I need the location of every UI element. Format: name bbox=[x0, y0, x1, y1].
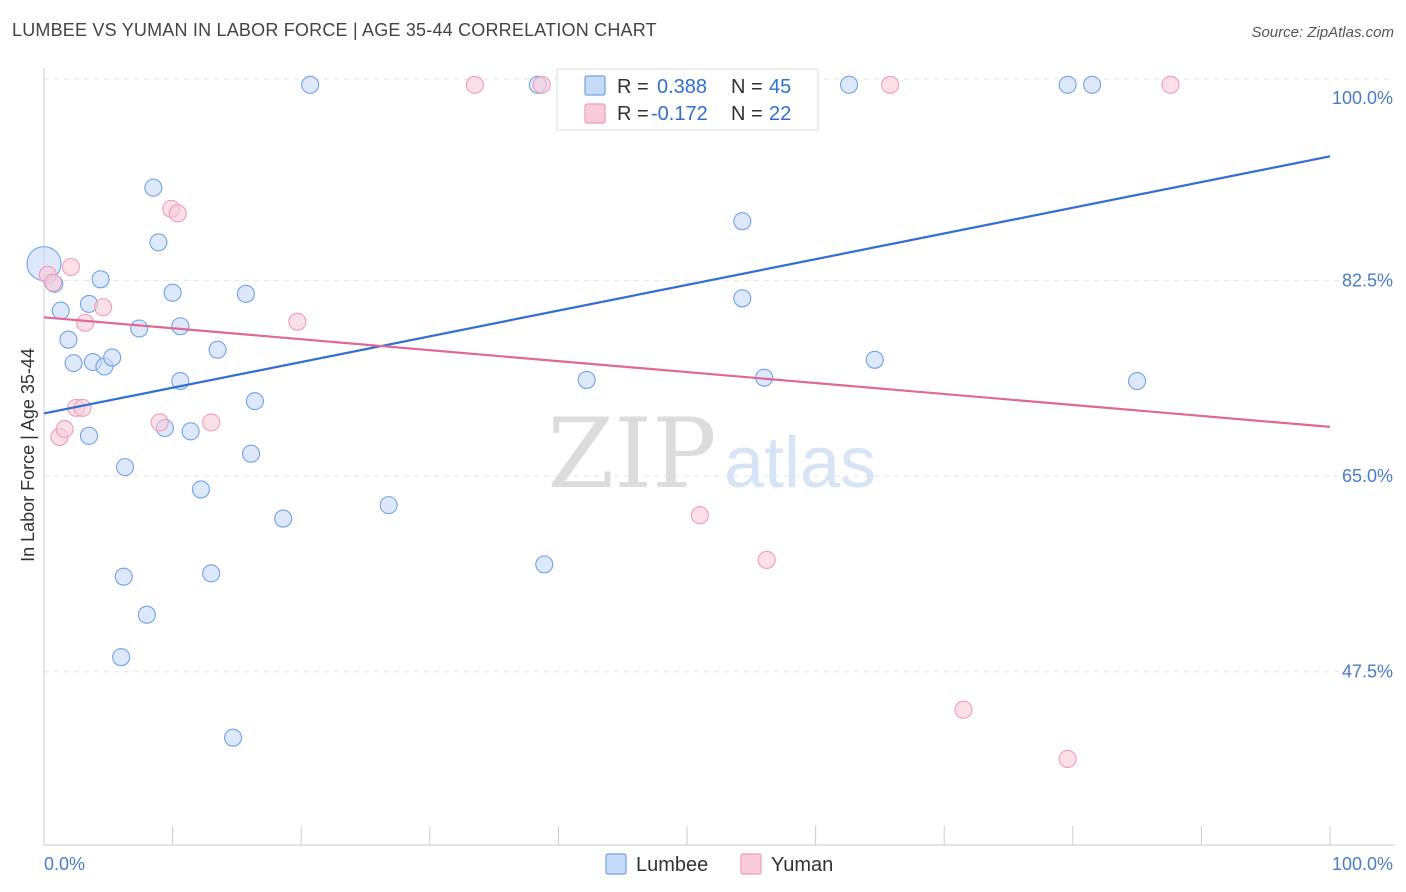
legend-r-label-yuman: R = bbox=[617, 103, 649, 125]
lumbee-point-6 bbox=[79, 426, 99, 445]
legend-n-label-lumbee: N = bbox=[731, 76, 763, 98]
y-tick-label-3: 47.5% bbox=[1342, 662, 1393, 682]
axes bbox=[43, 68, 1394, 846]
bottom-legend-swatch-lumbee bbox=[605, 853, 627, 875]
yuman-point-7 bbox=[94, 298, 113, 317]
x-tick-labels: 0.0% 100.0% bbox=[44, 854, 1393, 874]
yuman-point-21 bbox=[43, 273, 63, 292]
lumbee-point-2 bbox=[51, 301, 70, 320]
lumbee-point-15 bbox=[137, 605, 156, 624]
lumbee-point-16 bbox=[144, 178, 163, 197]
lumbee-point-8 bbox=[91, 270, 110, 289]
yuman-point-16 bbox=[757, 550, 776, 569]
chart-title: LUMBEE VS YUMAN IN LABOR FORCE | AGE 35-… bbox=[12, 20, 657, 40]
lumbee-point-28 bbox=[241, 444, 261, 463]
yuman-point-11 bbox=[202, 413, 221, 432]
y-tick-label-0: 100.0% bbox=[1332, 88, 1393, 108]
lumbee-point-25 bbox=[208, 340, 227, 359]
legend-n-value-yuman: 22 bbox=[769, 103, 791, 125]
lumbee-point-35 bbox=[577, 370, 596, 389]
yuman-point-2 bbox=[55, 420, 74, 439]
source-credit: Source: ZipAtlas.com bbox=[1251, 24, 1394, 41]
lumbee-point-11 bbox=[115, 458, 135, 477]
lumbee-point-31 bbox=[301, 75, 320, 94]
yuman-point-10 bbox=[168, 204, 187, 223]
lumbee-trend-line bbox=[43, 155, 1331, 415]
bottom-legend-label-yuman: Yuman bbox=[771, 854, 833, 876]
lumbee-point-30 bbox=[274, 509, 293, 528]
x-tick-label-right: 100.0% bbox=[1332, 854, 1393, 874]
y-axis-label: In Labor Force | Age 35-44 bbox=[18, 348, 38, 562]
watermark-atlas: atlas bbox=[724, 423, 876, 503]
yuman-trend-line bbox=[43, 316, 1331, 428]
y-tick-label-1: 82.5% bbox=[1342, 270, 1393, 290]
lumbee-point-10 bbox=[103, 348, 122, 367]
lumbee-point-43 bbox=[1083, 75, 1102, 94]
yuman-point-13 bbox=[465, 75, 484, 94]
yuman-point-18 bbox=[954, 700, 973, 719]
trend-lines bbox=[43, 155, 1331, 428]
lumbee-point-23 bbox=[191, 480, 210, 499]
y-tick-labels: 100.0% 82.5% 65.0% 47.5% bbox=[1332, 88, 1393, 682]
lumbee-point-17 bbox=[149, 233, 168, 252]
legend-swatch-yuman bbox=[584, 103, 606, 124]
lumbee-point-12 bbox=[114, 567, 133, 586]
lumbee-point-22 bbox=[181, 422, 200, 441]
lumbee-point-38 bbox=[733, 289, 752, 308]
watermark-zip: ZIP bbox=[547, 398, 716, 510]
lumbee-point-3 bbox=[59, 330, 78, 349]
yuman-point-14 bbox=[532, 75, 551, 94]
legend-r-label-lumbee: R = bbox=[617, 76, 649, 98]
yuman-point-12 bbox=[288, 312, 307, 331]
correlation-legend: R = 0.388 N = 45 R = -0.172 N = 22 bbox=[556, 68, 819, 131]
lumbee-point-24 bbox=[202, 564, 221, 583]
yuman-point-15 bbox=[690, 506, 709, 525]
lumbee-point-13 bbox=[112, 648, 131, 667]
yuman-point-20 bbox=[1161, 75, 1180, 94]
y-tick-label-2: 65.0% bbox=[1342, 466, 1393, 486]
lumbee-point-27 bbox=[236, 284, 255, 303]
legend-n-value-lumbee: 45 bbox=[769, 76, 791, 98]
series-legend: Lumbee Yuman bbox=[605, 853, 833, 876]
yuman-point-6 bbox=[76, 313, 95, 332]
bottom-legend-swatch-yuman bbox=[740, 853, 762, 875]
yuman-point-19 bbox=[1058, 749, 1077, 768]
lumbee-point-37 bbox=[733, 212, 752, 231]
lumbee-point-20 bbox=[171, 317, 190, 336]
lumbee-point-41 bbox=[865, 350, 884, 369]
lumbee-point-19 bbox=[163, 283, 182, 302]
lumbee-point-40 bbox=[839, 75, 859, 94]
legend-r-value-yuman: -0.172 bbox=[651, 103, 708, 125]
lumbee-point-32 bbox=[379, 496, 398, 515]
data-points bbox=[26, 75, 1180, 768]
legend-r-value-lumbee: 0.388 bbox=[657, 76, 707, 98]
lumbee-point-14 bbox=[130, 319, 149, 338]
yuman-point-17 bbox=[881, 75, 900, 94]
lumbee-point-4 bbox=[64, 354, 83, 373]
x-tick-label-left: 0.0% bbox=[44, 854, 85, 874]
lumbee-point-29 bbox=[245, 392, 264, 411]
lumbee-point-26 bbox=[223, 728, 243, 747]
lumbee-point-42 bbox=[1058, 75, 1077, 94]
lumbee-point-34 bbox=[535, 555, 554, 574]
watermark: ZIP atlas bbox=[547, 398, 876, 510]
yuman-point-8 bbox=[150, 413, 169, 432]
legend-n-label-yuman: N = bbox=[731, 103, 763, 125]
legend-swatch-lumbee bbox=[584, 75, 606, 96]
bottom-legend-label-lumbee: Lumbee bbox=[636, 854, 708, 876]
yuman-point-3 bbox=[61, 257, 81, 277]
lumbee-point-44 bbox=[1128, 371, 1147, 391]
